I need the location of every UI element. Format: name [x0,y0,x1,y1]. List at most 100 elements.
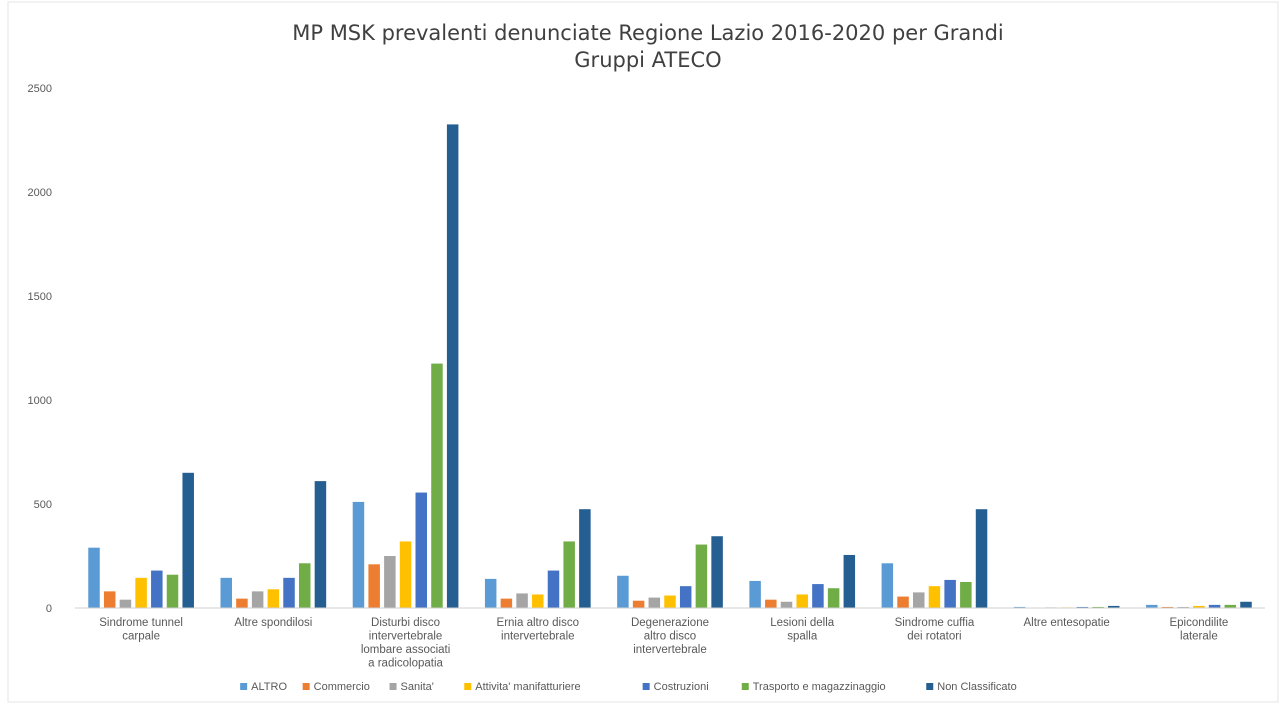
bar [500,598,513,608]
bar [1224,604,1237,608]
y-tick-label: 0 [46,603,52,615]
plot-area [88,124,1252,609]
bar [415,492,428,608]
chart-title: MP MSK prevalenti denunciate Regione Laz… [292,21,1004,72]
bar [648,597,661,608]
legend-swatch [464,683,472,690]
legend-swatch [926,683,934,690]
bar [1108,605,1120,608]
x-category-label: Lesioni della [770,617,835,629]
bar [579,509,591,608]
bar [352,501,365,608]
legend-item: ALTRO [240,681,287,693]
bar [765,599,777,608]
bar [1092,606,1104,608]
legend-swatch [302,683,310,690]
bar [484,578,497,608]
legend-item: Costruzioni [642,681,709,693]
bar [944,579,956,608]
bar [664,595,676,608]
bar [711,536,723,608]
bar [166,574,179,608]
x-category-label: Sindrome tunnel [99,617,183,629]
bar [236,598,248,608]
bar [796,594,808,608]
legend-swatch [389,683,397,690]
x-category-label: Altre spondilosi [234,617,312,629]
bar [1177,606,1189,608]
bar [695,544,708,608]
bar [897,596,909,608]
y-tick-label: 1000 [28,395,52,407]
bar [1076,606,1089,608]
bar [975,509,988,608]
legend-label: ALTRO [251,681,287,693]
y-tick-label: 1500 [28,291,52,303]
y-axis: 0 500 1000 1500 2000 2500 [28,83,52,615]
bar [119,599,132,608]
bar [516,593,528,608]
bar [617,575,629,608]
y-tick-label: 500 [34,499,52,511]
x-category-label: a radicolopatia [368,658,443,670]
x-category-label: intervertebrale [501,631,575,643]
bar [446,124,459,609]
x-category-label: Ernia altro disco [497,617,579,629]
x-category-label: lombare associati [361,644,450,656]
legend-label: Commercio [314,681,370,693]
bar [679,586,692,608]
x-category-label: Degenerazione [631,617,709,629]
bar [1193,605,1205,608]
bar [827,588,840,608]
bar [267,589,280,608]
bar [283,577,295,608]
bar [314,481,327,608]
bar [1208,604,1221,608]
x-category-label: Sindrome cuffia [895,617,975,629]
legend: ALTRO Commercio Sanita' Attivita' manifattu… [240,681,1017,693]
legend-item: Sanita' [389,681,434,693]
x-category-label: carpale [122,631,160,643]
bar [812,584,824,608]
chart-title-line-1: MP MSK prevalenti denunciate Regione Laz… [292,21,1004,45]
y-tick-label: 2500 [28,83,52,95]
legend-item: Commercio [302,681,370,693]
legend-swatch [642,683,650,690]
bar [881,563,894,608]
legend-swatch [240,683,248,690]
bar [960,582,972,608]
x-category-label: intervertebrale [633,644,707,656]
bar [135,577,147,608]
x-axis: Sindrome tunnel carpale Altre spondilosi Di… [75,607,1265,670]
legend-label: Costruzioni [654,681,709,693]
bar [1240,601,1252,608]
x-category-label: Epicondilite [1169,617,1228,629]
legend-item: Attivita' manifatturiere [464,681,581,693]
bar [1161,606,1174,608]
chart-border [7,1,1279,703]
bar [384,556,396,608]
bar [749,580,761,608]
bar [298,563,311,608]
chart-title-line-2: Gruppi ATECO [574,48,721,72]
bar [182,472,194,608]
y-tick-label: 2000 [28,187,52,199]
bar [547,570,560,608]
bar [632,600,645,608]
bar [1013,606,1026,608]
x-category-label: spalla [787,631,818,643]
legend-item: Trasporto e magazzinaggio [741,681,886,693]
bar [928,586,941,608]
x-category-label: Altre entesopatie [1024,617,1110,629]
legend-item: Non Classificato [926,681,1017,693]
x-category-label: Disturbi disco [371,617,440,629]
bar [532,594,544,608]
bar [151,570,163,608]
bar [912,592,925,608]
bar [88,547,100,608]
bar [251,591,264,608]
legend-label: Attivita' manifatturiere [475,681,580,693]
x-category-label: altro disco [644,631,696,643]
legend-label: Trasporto e magazzinaggio [753,681,886,693]
x-category-label: laterale [1180,631,1218,643]
